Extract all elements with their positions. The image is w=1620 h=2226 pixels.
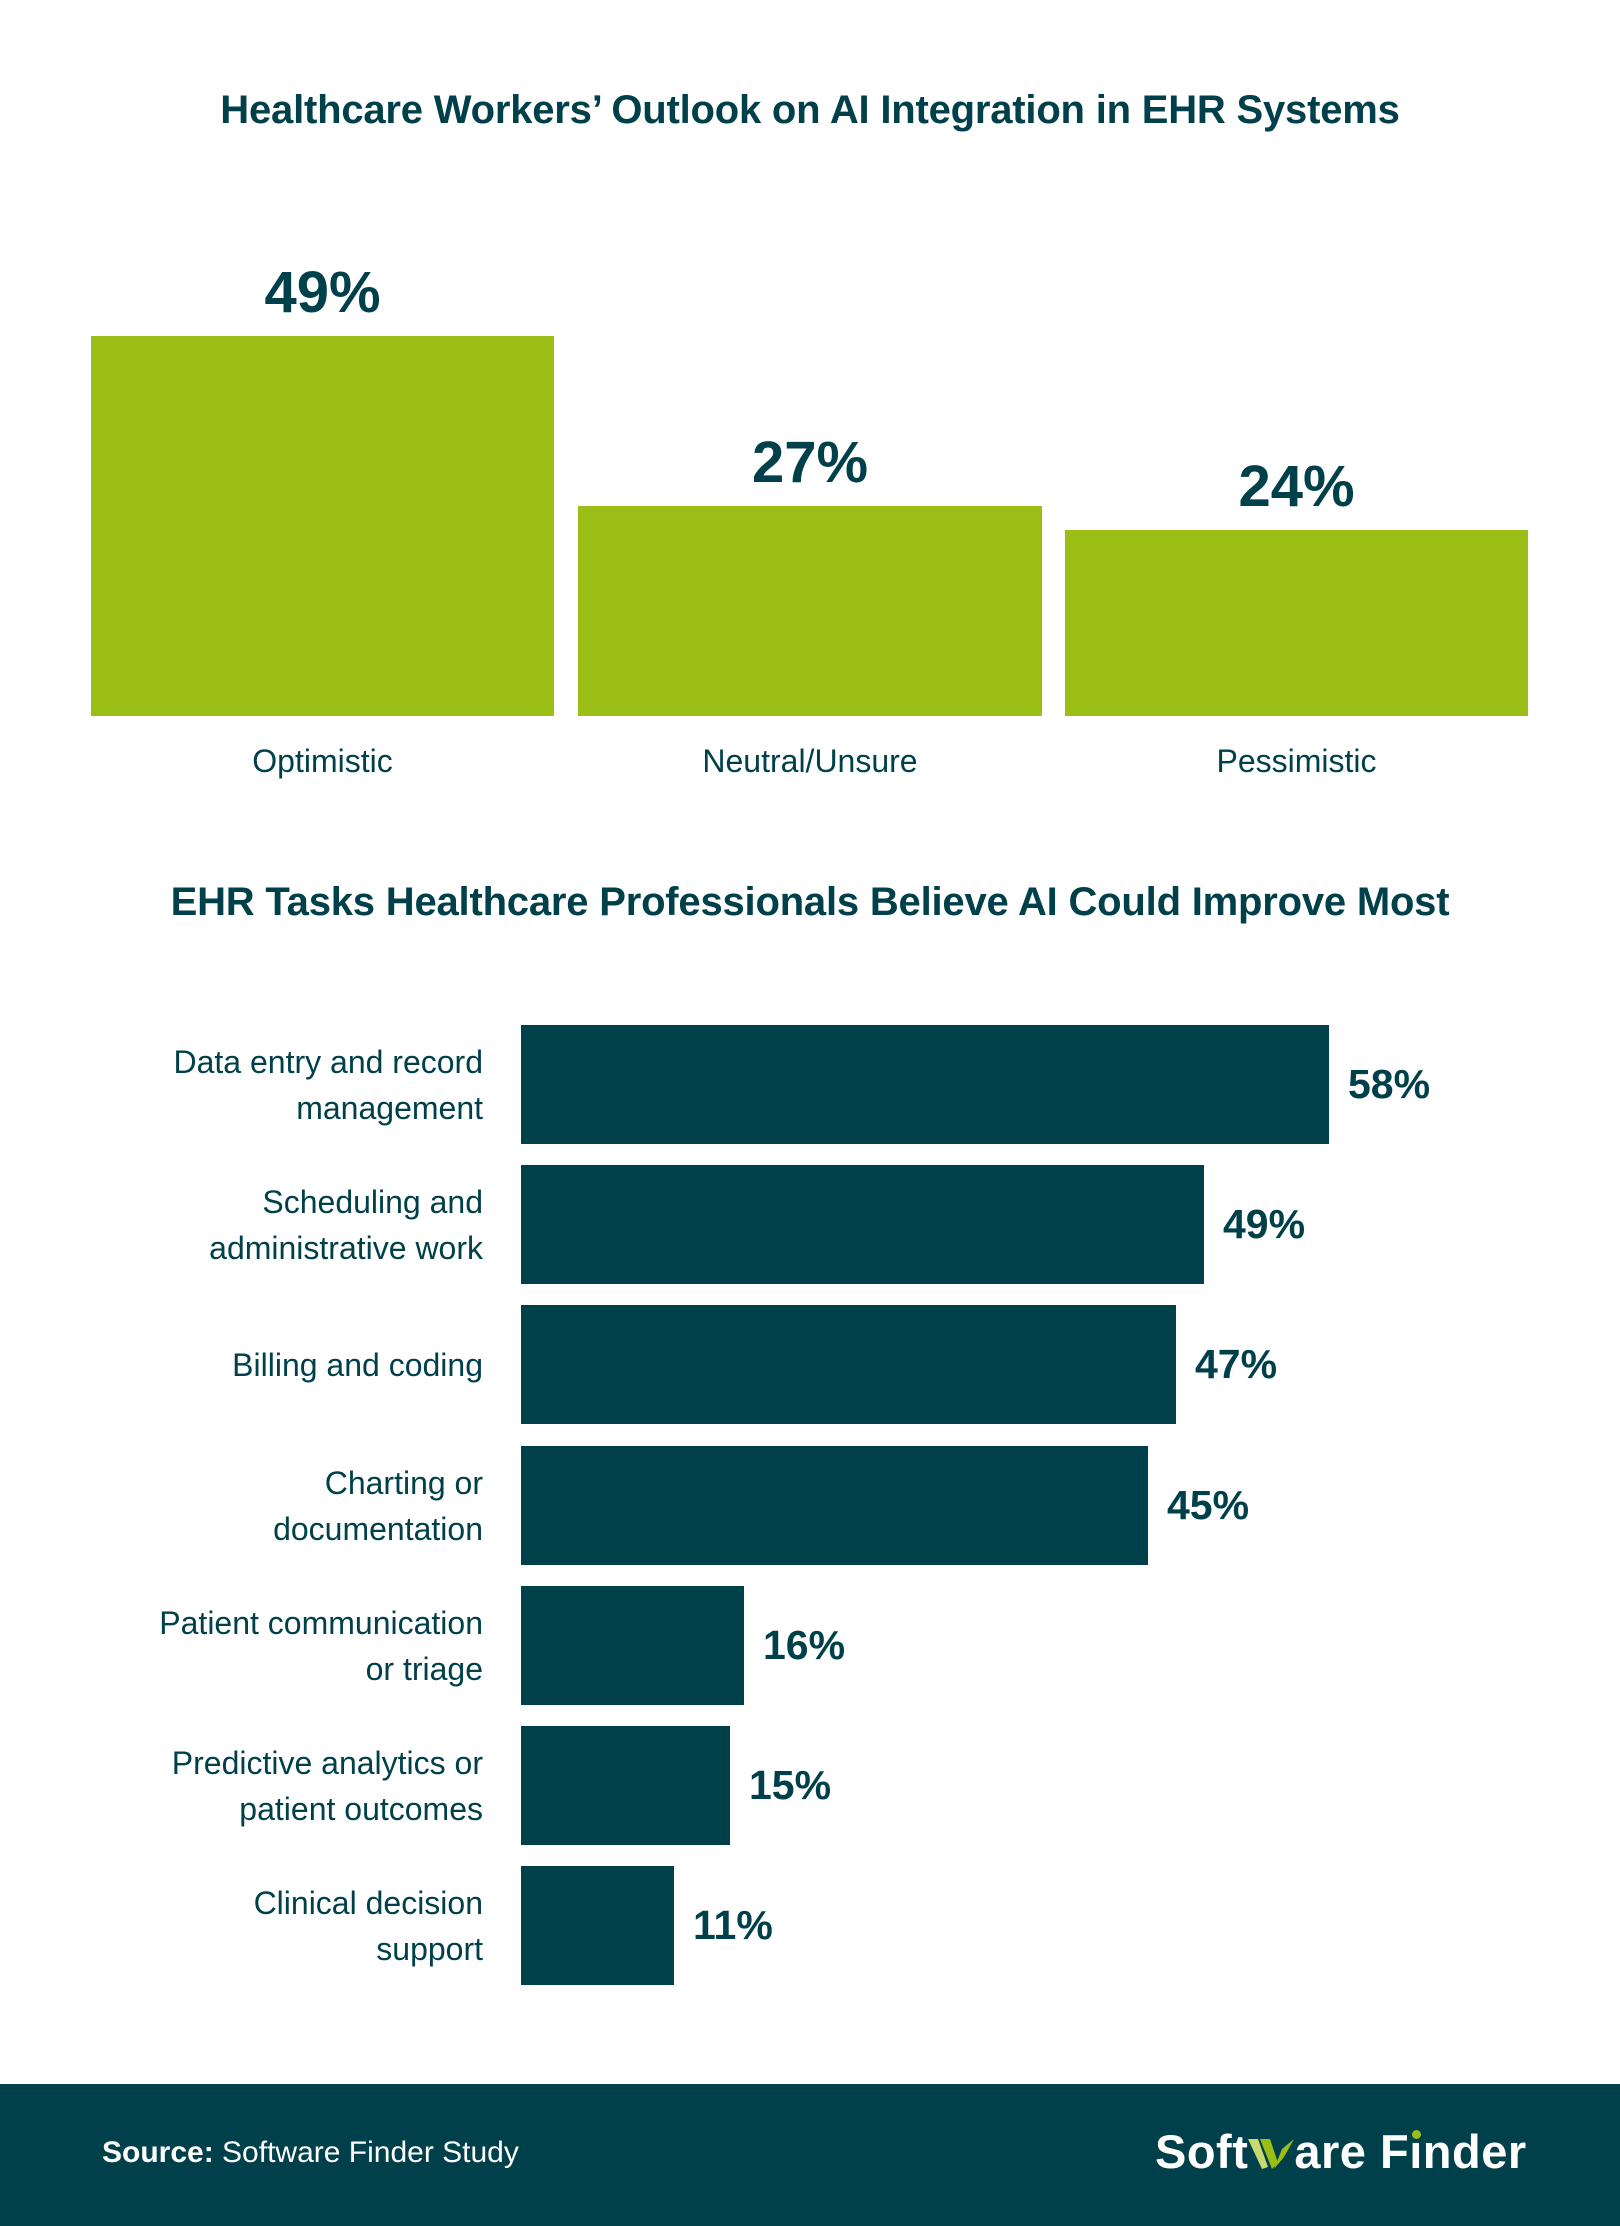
task-row: Predictive analytics or patient outcomes … [0, 1726, 1620, 1845]
outlook-bar-optimistic [91, 336, 554, 716]
logo-text-soft: Soft [1155, 2124, 1249, 2178]
task-label: Clinical decision support [253, 1884, 483, 1967]
outlook-chart-title: Healthcare Workers’ Outlook on AI Integr… [220, 88, 1400, 132]
task-row: Patient communication or triage 16% [0, 1586, 1620, 1705]
task-value: 16% [763, 1622, 846, 1668]
task-bar [521, 1305, 1176, 1424]
task-label: Predictive analytics or patient outcomes [171, 1744, 483, 1827]
task-label: Patient communication or triage [159, 1604, 483, 1687]
task-label: Data entry and record management [173, 1043, 484, 1126]
outlook-value-pessimistic: 24% [1238, 454, 1355, 519]
task-bar [521, 1866, 674, 1985]
task-label: Charting or documentation [273, 1464, 483, 1547]
task-row: Scheduling and administrative work 49% [0, 1165, 1620, 1284]
logo-text-are-f: are F [1294, 2124, 1410, 2178]
outlook-category-pessimistic: Pessimistic [1216, 743, 1377, 779]
task-row: Data entry and record management 58% [0, 1025, 1620, 1144]
task-value: 11% [693, 1902, 773, 1948]
task-value: 15% [749, 1762, 832, 1808]
outlook-bar-neutral [578, 506, 1042, 716]
task-row: Charting or documentation 45% [0, 1446, 1620, 1565]
source-text: Software Finder Study [222, 2136, 519, 2169]
task-bar [521, 1446, 1148, 1565]
logo-i-with-green-dot: ı [1409, 2124, 1423, 2178]
task-label: Scheduling and administrative work [209, 1183, 483, 1266]
outlook-value-optimistic: 49% [264, 260, 381, 325]
footer: Source: Software Finder Study Soft are F… [0, 2084, 1620, 2226]
task-value: 45% [1167, 1482, 1250, 1528]
logo-text-nder: nder [1422, 2124, 1527, 2178]
task-label: Billing and coding [232, 1346, 483, 1383]
outlook-value-neutral: 27% [751, 430, 869, 495]
tasks-chart-title: EHR Tasks Healthcare Professionals Belie… [170, 880, 1450, 924]
task-row: Clinical decision support 11% [0, 1866, 1620, 1985]
outlook-category-neutral: Neutral/Unsure [702, 743, 918, 779]
task-value: 49% [1223, 1201, 1306, 1247]
source-note: Source: Software Finder Study [102, 2136, 519, 2170]
source-label: Source: [102, 2136, 214, 2169]
outlook-bar-pessimistic [1065, 530, 1528, 716]
task-bar [521, 1726, 730, 1845]
task-row: Billing and coding 47% [0, 1305, 1620, 1424]
task-bar [521, 1025, 1329, 1144]
task-value: 58% [1348, 1061, 1431, 1107]
task-bar [521, 1165, 1204, 1284]
task-bar [521, 1586, 744, 1705]
software-finder-logo: Soft are F ı nder [1155, 2124, 1527, 2178]
task-value: 47% [1195, 1341, 1278, 1387]
outlook-category-optimistic: Optimistic [252, 743, 393, 779]
logo-w-chevron-icon [1248, 2139, 1295, 2169]
